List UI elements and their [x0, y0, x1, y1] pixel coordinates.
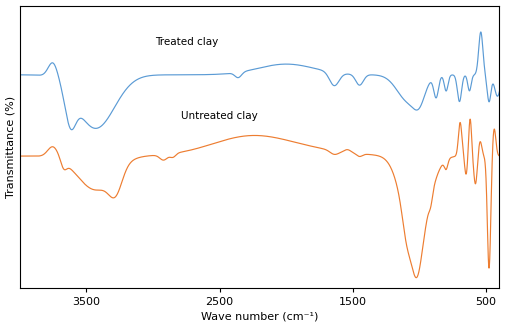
Y-axis label: Transmittance (%): Transmittance (%)	[6, 96, 16, 198]
X-axis label: Wave number (cm⁻¹): Wave number (cm⁻¹)	[201, 311, 318, 321]
Text: Untreated clay: Untreated clay	[181, 111, 258, 121]
Text: Treated clay: Treated clay	[155, 37, 218, 47]
